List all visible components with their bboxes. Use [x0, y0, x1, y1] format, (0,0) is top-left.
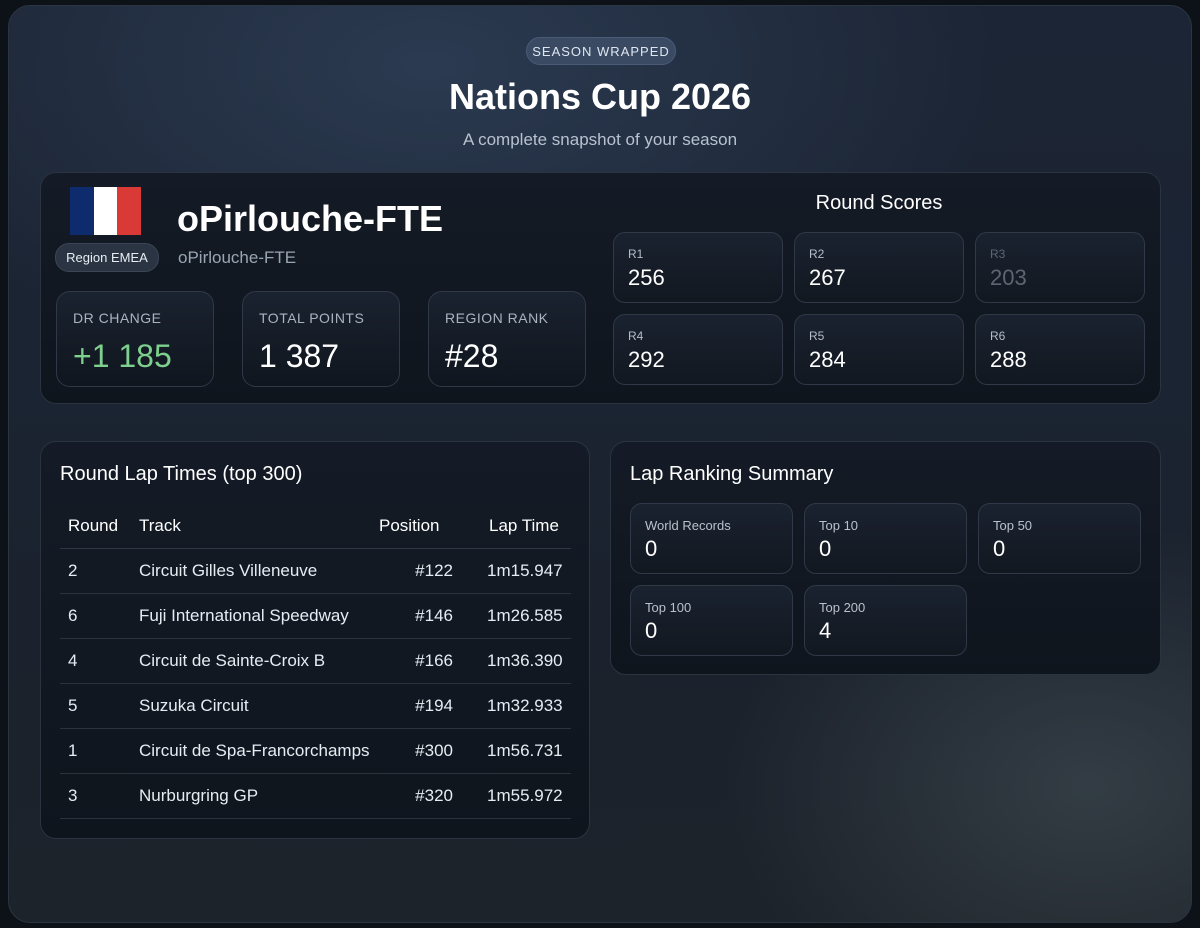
round-score-r2: R2 267 [794, 232, 964, 303]
cell-round: 3 [60, 773, 139, 819]
round-label: R2 [809, 247, 825, 261]
cell-lap-time: 1m55.972 [475, 773, 571, 819]
player-handle: oPirlouche-FTE [178, 248, 297, 267]
player-name: oPirlouche-FTE [177, 198, 444, 239]
cell-lap-time: 1m32.933 [475, 683, 571, 729]
ranking-value: 0 [819, 536, 832, 561]
stat-value: +1 185 [73, 338, 172, 374]
cell-track: Circuit de Spa-Francorchamps [139, 728, 379, 774]
ranking-value: 0 [645, 618, 658, 643]
ranking-label: World Records [645, 518, 731, 533]
ranking-label: Top 100 [645, 600, 692, 615]
stat-label: DR CHANGE [73, 310, 162, 326]
stat-total-points: TOTAL POINTS 1 387 [242, 291, 400, 387]
round-value: 292 [628, 347, 665, 372]
column-header-round: Round [60, 504, 139, 549]
lap-times-heading: Round Lap Times (top 300) [60, 463, 303, 485]
round-score-r1: R1 256 [613, 232, 783, 303]
flag-stripe-white [93, 187, 118, 235]
cell-track: Circuit de Sainte-Croix B [139, 638, 379, 684]
table-row: 6 Fuji International Speedway #146 1m26.… [60, 593, 571, 639]
ranking-label: Top 10 [819, 518, 859, 533]
lap-times-table: Round Track Position Lap Time 2 Circuit … [60, 504, 571, 819]
column-header-lap-time: Lap Time [475, 504, 571, 549]
cell-position: #194 [379, 683, 475, 729]
ranking-value: 0 [645, 536, 658, 561]
ranking-top-100: Top 100 0 [630, 585, 793, 656]
round-label: R3 [990, 247, 1006, 261]
ranking-top-10: Top 10 0 [804, 503, 967, 574]
france-flag-icon [70, 187, 142, 235]
stat-region-rank: REGION RANK #28 [428, 291, 586, 387]
cell-position: #320 [379, 773, 475, 819]
lap-ranking-heading: Lap Ranking Summary [630, 463, 834, 485]
table-row: 2 Circuit Gilles Villeneuve #122 1m15.94… [60, 548, 571, 594]
cell-round: 5 [60, 683, 139, 729]
ranking-value: 4 [819, 618, 832, 643]
page-title: Nations Cup 2026 [448, 76, 752, 117]
stat-label: TOTAL POINTS [259, 310, 365, 326]
round-score-r3: R3 203 [975, 232, 1145, 303]
cell-track: Circuit Gilles Villeneuve [139, 548, 379, 594]
cell-round: 1 [60, 728, 139, 774]
cell-track: Suzuka Circuit [139, 683, 379, 729]
column-header-track: Track [139, 504, 379, 549]
stat-label: REGION RANK [445, 310, 549, 326]
ranking-label: Top 200 [819, 600, 866, 615]
region-badge: Region EMEA [55, 243, 159, 272]
round-value: 284 [809, 347, 846, 372]
stat-value: #28 [445, 338, 499, 374]
round-label: R4 [628, 329, 644, 343]
cell-position: #122 [379, 548, 475, 594]
cell-round: 4 [60, 638, 139, 684]
round-label: R6 [990, 329, 1006, 343]
cell-position: #146 [379, 593, 475, 639]
season-wrapped-badge: SEASON WRAPPED [526, 37, 676, 65]
ranking-world-records: World Records 0 [630, 503, 793, 574]
cell-lap-time: 1m36.390 [475, 638, 571, 684]
round-value: 267 [809, 265, 846, 290]
table-row: 3 Nurburgring GP #320 1m55.972 [60, 773, 571, 819]
round-label: R5 [809, 329, 825, 343]
cell-round: 2 [60, 548, 139, 594]
cell-track: Fuji International Speedway [139, 593, 379, 639]
round-score-r4: R4 292 [613, 314, 783, 385]
flag-stripe-red [117, 187, 142, 235]
cell-track: Nurburgring GP [139, 773, 379, 819]
round-value: 288 [990, 347, 1027, 372]
round-score-r6: R6 288 [975, 314, 1145, 385]
cell-position: #300 [379, 728, 475, 774]
round-value: 203 [990, 265, 1027, 290]
cell-round: 6 [60, 593, 139, 639]
table-header-row: Round Track Position Lap Time [60, 504, 571, 549]
table-row: 1 Circuit de Spa-Francorchamps #300 1m56… [60, 728, 571, 774]
cell-lap-time: 1m56.731 [475, 728, 571, 774]
round-label: R1 [628, 247, 644, 261]
ranking-value: 0 [993, 536, 1006, 561]
column-header-position: Position [379, 504, 475, 549]
table-row: 4 Circuit de Sainte-Croix B #166 1m36.39… [60, 638, 571, 684]
round-score-r5: R5 284 [794, 314, 964, 385]
round-value: 256 [628, 265, 665, 290]
stat-dr-change: DR CHANGE +1 185 [56, 291, 214, 387]
cell-lap-time: 1m15.947 [475, 548, 571, 594]
ranking-top-50: Top 50 0 [978, 503, 1141, 574]
cell-position: #166 [379, 638, 475, 684]
flag-stripe-blue [70, 187, 94, 235]
ranking-label: Top 50 [993, 518, 1033, 533]
ranking-top-200: Top 200 4 [804, 585, 967, 656]
table-row: 5 Suzuka Circuit #194 1m32.933 [60, 683, 571, 729]
cell-lap-time: 1m26.585 [475, 593, 571, 639]
round-scores-heading: Round Scores [815, 192, 943, 214]
player-card [40, 172, 1161, 404]
page-subtitle: A complete snapshot of your season [462, 130, 738, 149]
stat-value: 1 387 [259, 338, 340, 374]
